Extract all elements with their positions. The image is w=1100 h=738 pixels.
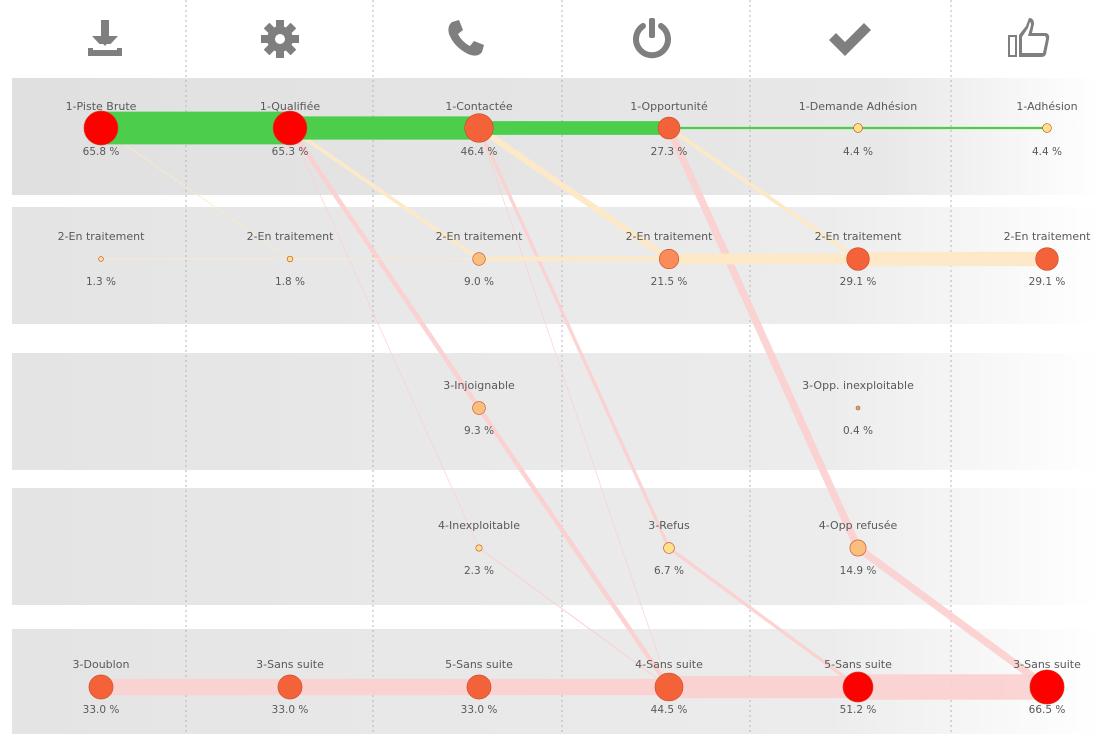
node-marker-n3: [464, 113, 494, 143]
power-icon[interactable]: [627, 14, 677, 64]
node-percent-e6: 66.5 %: [1029, 704, 1066, 716]
node-percent-e2: 33.0 %: [272, 704, 309, 716]
node-label-s1: 3-Injoignable: [443, 379, 515, 392]
node-label-e6: 3-Sans suite: [1013, 658, 1081, 671]
node-label-e2: 3-Sans suite: [256, 658, 324, 671]
row-bands: [12, 78, 1100, 734]
checkmark-icon[interactable]: [825, 14, 875, 64]
labels-layer: 1-Piste Brute 65.8 % 1-Qualifiée 65.3 % 1-Co…: [58, 100, 1092, 716]
node-marker-e5: [842, 671, 874, 703]
node-percent-e3: 33.0 %: [461, 704, 498, 716]
flow-progress-n3-t4: [477, 125, 671, 262]
node-label-s2: 3-Opp. inexploitable: [802, 379, 914, 392]
node-marker-t5: [846, 247, 870, 271]
flow-loss-n2-r1: [289, 127, 480, 549]
node-label-r2: 3-Refus: [648, 519, 690, 532]
node-label-n6: 1-Adhésion: [1016, 100, 1077, 113]
node-percent-t3: 9.0 %: [464, 276, 494, 288]
node-percent-t2: 1.8 %: [275, 276, 305, 288]
node-percent-n5: 4.4 %: [843, 146, 873, 158]
node-marker-e1: [88, 674, 114, 700]
node-marker-r3: [849, 539, 867, 557]
node-marker-t2: [286, 255, 294, 263]
node-label-n5: 1-Demande Adhésion: [799, 100, 917, 113]
flow-progress-n4-t5: [667, 126, 860, 261]
phone-icon[interactable]: [440, 14, 490, 64]
node-marker-e3: [466, 674, 492, 700]
node-label-t2: 2-En traitement: [247, 230, 335, 243]
node-percent-r3: 14.9 %: [840, 565, 877, 577]
node-percent-n6: 4.4 %: [1032, 146, 1062, 158]
node-marker-r2: [663, 542, 675, 554]
node-marker-n2: [272, 110, 308, 146]
node-percent-e4: 44.5 %: [651, 704, 688, 716]
node-label-n4: 1-Opportunité: [630, 100, 708, 113]
node-percent-t4: 21.5 %: [651, 276, 688, 288]
thumbs-up-icon[interactable]: [1004, 14, 1054, 64]
flow-loss-s1-e4: [477, 406, 671, 689]
row-band-status-b: [12, 488, 1100, 605]
node-label-n1: 1-Piste Brute: [66, 100, 137, 113]
node-marker-t3: [472, 252, 486, 266]
node-marker-n6: [1042, 123, 1052, 133]
flow-loss-r2-e5: [668, 546, 859, 689]
node-marker-s2: [855, 405, 861, 411]
node-label-r1: 4-Inexploitable: [438, 519, 520, 532]
node-percent-s2: 0.4 %: [843, 425, 873, 437]
node-percent-e5: 51.2 %: [840, 704, 877, 716]
node-percent-t5: 29.1 %: [840, 276, 877, 288]
nodes-layer: [83, 110, 1065, 705]
node-label-e4: 4-Sans suite: [635, 658, 703, 671]
node-label-t4: 2-En traitement: [626, 230, 714, 243]
node-label-n3: 1-Contactée: [445, 100, 513, 113]
node-label-t5: 2-En traitement: [815, 230, 903, 243]
flow-loss-r3-e6: [855, 544, 1050, 691]
node-percent-r2: 6.7 %: [654, 565, 684, 577]
flow-loss-r1-e4: [478, 547, 670, 688]
node-label-e1: 3-Doublon: [73, 658, 130, 671]
node-percent-n4: 27.3 %: [651, 146, 688, 158]
node-percent-t1: 1.3 %: [86, 276, 116, 288]
node-marker-t4: [658, 248, 680, 270]
flow-progress-n1-t2: [100, 127, 291, 260]
node-percent-n3: 46.4 %: [461, 146, 498, 158]
flow-progress-n2-t3: [288, 126, 481, 261]
node-label-e5: 5-Sans suite: [824, 658, 892, 671]
node-marker-n1: [83, 110, 119, 146]
node-marker-e4: [654, 672, 684, 702]
node-marker-n5: [853, 123, 863, 133]
download-icon[interactable]: [80, 14, 130, 64]
node-label-n2: 1-Qualifiée: [260, 100, 321, 113]
node-label-r3: 4-Opp refusée: [819, 519, 898, 532]
node-label-t1: 2-En traitement: [58, 230, 146, 243]
node-marker-e2: [277, 674, 303, 700]
flow-loss-n4-r3: [665, 126, 862, 550]
node-percent-e1: 33.0 %: [83, 704, 120, 716]
flow-loss-n3-e4: [478, 127, 670, 688]
node-marker-t6: [1035, 247, 1059, 271]
node-percent-n1: 65.8 %: [83, 146, 120, 158]
node-label-t6: 2-En traitement: [1004, 230, 1092, 243]
node-percent-s1: 9.3 %: [464, 425, 494, 437]
node-marker-e6: [1029, 669, 1065, 705]
node-percent-r1: 2.3 %: [464, 565, 494, 577]
row-band-status-a: [12, 353, 1100, 470]
node-label-t3: 2-En traitement: [436, 230, 524, 243]
node-marker-r1: [475, 544, 483, 552]
flows-layer: [100, 111, 1050, 700]
node-label-e3: 5-Sans suite: [445, 658, 513, 671]
node-marker-t1: [98, 256, 104, 262]
node-marker-s1: [472, 401, 486, 415]
node-percent-t6: 29.1 %: [1029, 276, 1066, 288]
node-marker-n4: [657, 116, 681, 140]
stage-dividers: [185, 0, 952, 734]
gear-icon[interactable]: [255, 14, 305, 64]
flow-loss-n3-r2: [477, 127, 671, 549]
node-percent-n2: 65.3 %: [272, 146, 309, 158]
